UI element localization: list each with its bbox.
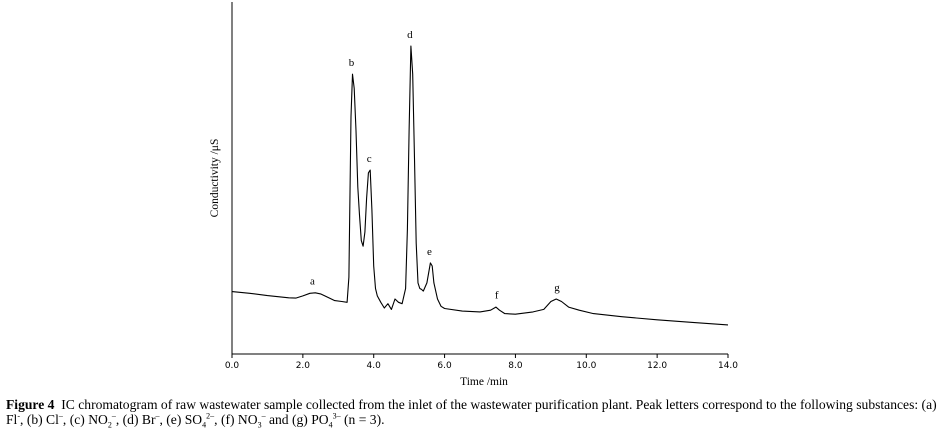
x-tick-label: 0.0 (225, 361, 240, 371)
caption-sub: 3 (257, 420, 262, 430)
caption-text: , (e) SO (159, 412, 203, 427)
x-axis-ticks: 0.0 2.0 4.0 6.0 8.0 10.0 12.0 14.0 (225, 354, 738, 371)
caption-sub: 2 (107, 420, 112, 430)
caption-sup: – (155, 411, 160, 421)
x-tick-label: 8.0 (508, 361, 523, 371)
caption-sub: 4 (328, 420, 333, 430)
x-tick-label: 2.0 (296, 361, 311, 371)
figure-label: Figure 4 (6, 397, 55, 412)
caption-sup: – (261, 411, 266, 421)
peak-labels: a b c d e f g (310, 29, 560, 301)
chart-axes (231, 2, 728, 355)
caption-text: , (d) Br (115, 412, 156, 427)
caption-sup: 2– (206, 411, 215, 421)
y-axis-title: Conductivity /μS (209, 139, 221, 218)
peak-label-g: g (554, 282, 560, 294)
peak-label-f: f (495, 289, 499, 301)
chromatogram-chart: 0.0 2.0 4.0 6.0 8.0 10.0 12.0 14.0 a b c d e f g Time… (209, 2, 738, 388)
x-tick-label: 10.0 (576, 361, 596, 371)
caption-sup: 3– (332, 411, 341, 421)
peak-label-a: a (310, 275, 315, 287)
chromatogram-trace (231, 45, 729, 326)
caption-sup: - (17, 411, 21, 421)
caption-text: IC chromatogram of raw wastewater sample… (6, 397, 937, 427)
peak-label-e: e (427, 246, 432, 258)
caption-text: and (g) PO (265, 412, 329, 427)
x-tick-label: 4.0 (367, 361, 382, 371)
caption-text: , (c) NO (62, 412, 108, 427)
caption-sup: – (111, 411, 116, 421)
peak-label-d: d (407, 29, 413, 41)
figure-caption: Figure 4 IC chromatogram of raw wastewat… (6, 397, 946, 430)
peak-label-c: c (367, 153, 372, 165)
caption-sup: – (58, 411, 63, 421)
x-tick-label: 6.0 (437, 361, 452, 371)
caption-text: , (b) Cl (20, 412, 59, 427)
caption-text: (n = 3). (340, 412, 385, 427)
peak-label-b: b (349, 57, 355, 69)
x-tick-label: 12.0 (647, 361, 667, 371)
caption-text: , (f) NO (214, 412, 258, 427)
caption-sub: 4 (202, 420, 207, 430)
x-tick-label: 14.0 (718, 361, 738, 371)
x-axis-title: Time /min (460, 376, 508, 388)
